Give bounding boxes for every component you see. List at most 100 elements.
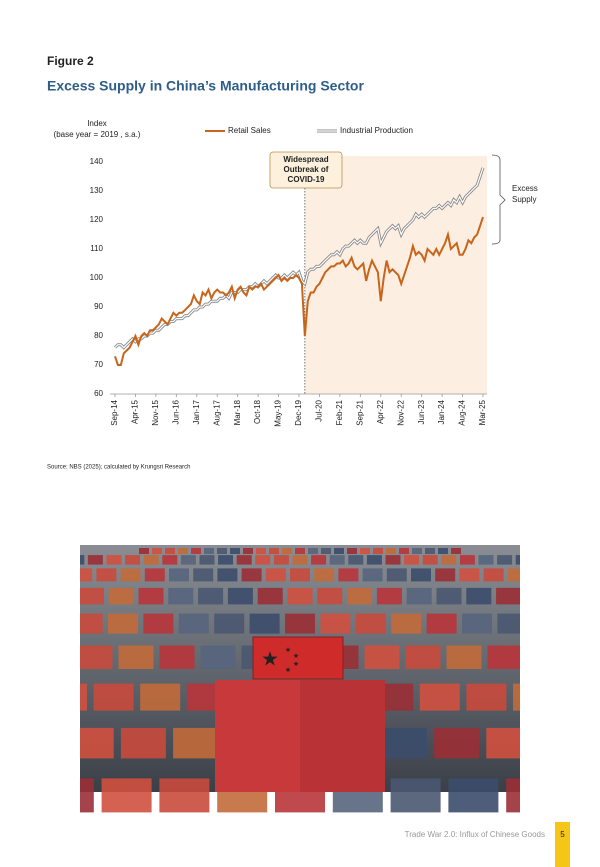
y-tick-label: 90: [94, 302, 103, 311]
photo-container: [165, 548, 175, 554]
photo-container: [338, 568, 359, 582]
photo-container: [217, 568, 238, 582]
photo-container: [125, 555, 141, 565]
photo-container: [513, 683, 520, 711]
photo-container: [386, 568, 407, 582]
photo-container: [347, 587, 373, 605]
photo-container: [257, 587, 283, 605]
x-tick-label: Oct-18: [253, 399, 262, 424]
page-number: 5: [560, 830, 565, 839]
x-tick-label: Nov-22: [396, 399, 405, 425]
x-tick-label: May-19: [274, 399, 283, 426]
photo-container: [152, 548, 162, 554]
photo-container: [399, 548, 409, 554]
photo-container: [249, 613, 280, 634]
photo-container: [273, 555, 289, 565]
photo-container: [193, 568, 214, 582]
x-tick-label: Mar-18: [233, 399, 242, 425]
flag-star: ★: [261, 648, 279, 670]
photo-container: [287, 587, 313, 605]
x-tick-label: Feb-21: [335, 399, 344, 425]
photo-container: [487, 645, 520, 669]
photo-container: [217, 548, 227, 554]
annotation-box: [269, 151, 343, 189]
photo-container: [496, 587, 520, 605]
flag-star: ★: [285, 646, 291, 654]
photo: ★ ★★★★: [80, 545, 520, 813]
series-line: [114, 216, 484, 366]
photo-container: [230, 548, 240, 554]
y-tick-label: 140: [90, 157, 104, 166]
photo-container: [478, 555, 494, 565]
photo-container: [80, 587, 104, 605]
photo-container: [178, 613, 209, 634]
photo-container: [295, 548, 305, 554]
photo-container: [282, 548, 292, 554]
photo-container: [373, 548, 383, 554]
excess-bracket: [491, 154, 506, 245]
y-tick-label: 70: [94, 360, 103, 369]
photo-container: [334, 548, 344, 554]
photo-container: [118, 645, 154, 669]
photo-container: [314, 568, 335, 582]
x-tick-label: Jan-17: [192, 399, 201, 424]
photo-container: [329, 555, 345, 565]
source-note: Source: NBS (2025); calculated by Krungs…: [47, 465, 190, 471]
chart-title: Excess Supply in China’s Manufacturing S…: [47, 78, 364, 94]
photo-container: [459, 568, 480, 582]
photo-container: [227, 587, 253, 605]
photo-container: [366, 555, 382, 565]
photo-container: [218, 555, 234, 565]
photo-container: [348, 555, 364, 565]
x-tick-label: Dec-19: [294, 399, 303, 425]
photo-container: [436, 587, 462, 605]
photo-container: [308, 548, 318, 554]
photo-container: [143, 613, 174, 634]
flag-star: ★: [285, 666, 291, 674]
figure-label: Figure 2: [47, 54, 94, 68]
photo-container: [199, 555, 215, 565]
flag-star: ★: [293, 660, 299, 668]
photo-container: [515, 555, 520, 565]
photo-container: [243, 548, 253, 554]
photo-container-red: [215, 680, 305, 792]
photo-container: [435, 568, 456, 582]
photo-container: [405, 645, 441, 669]
photo-container: [265, 568, 286, 582]
x-tick-label: Nov-15: [151, 399, 160, 425]
photo-container: [404, 555, 420, 565]
x-tick-label: Sep-14: [110, 399, 119, 425]
x-tick-label: Apr-22: [376, 399, 385, 424]
photo-container: [214, 613, 245, 634]
photo-container: [191, 548, 201, 554]
page-badge: [555, 822, 570, 867]
legend-label: Industrial Production: [340, 126, 413, 135]
flag-container: [252, 636, 344, 680]
photo-container: [412, 548, 422, 554]
photo-container: [178, 548, 188, 554]
photo-container: [355, 613, 386, 634]
x-tick-label: Aug-17: [212, 399, 221, 425]
photo-container: [422, 555, 438, 565]
photo-container: [198, 587, 224, 605]
photo-container: [144, 568, 165, 582]
photo-container: [180, 555, 196, 565]
photo-container: [386, 548, 396, 554]
x-tick-label: Jun-16: [171, 399, 180, 424]
legend-label: Retail Sales: [228, 126, 271, 135]
photo-container: [80, 645, 113, 669]
photo-container: [236, 555, 252, 565]
photo-container: [406, 587, 432, 605]
annotation-text: COVID-19: [288, 175, 325, 184]
photo-container: [506, 778, 520, 813]
bracket-label: Excess: [512, 184, 538, 193]
photo-container: [385, 555, 401, 565]
photo-container: [241, 568, 262, 582]
y-tick-label: 110: [90, 244, 103, 253]
photo-container: [120, 568, 141, 582]
photo-container: [466, 587, 492, 605]
photo-container: [441, 555, 457, 565]
photo-container: [159, 778, 210, 813]
